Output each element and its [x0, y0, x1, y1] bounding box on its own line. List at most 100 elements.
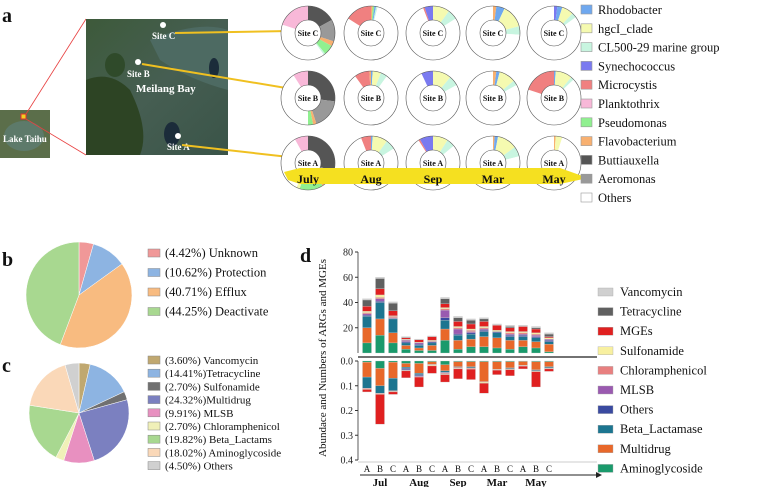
legend-swatch: [148, 382, 160, 390]
bar-segment-top-mlsb: [519, 334, 528, 335]
site-tick-label: C: [468, 464, 474, 474]
legend-label: Multidrug: [620, 442, 671, 456]
site-tick-label: C: [507, 464, 513, 474]
bar-segment-top-multidrug: [519, 340, 528, 346]
legend-swatch: [581, 155, 592, 164]
legend-label: (18.02%) Aminoglycoside: [165, 447, 281, 459]
donut-sep-site-b: Site B: [406, 71, 460, 125]
legend-label: (19.82%) Beta_Lactams: [165, 434, 272, 446]
bar-segment-top-aminoglycoside: [519, 347, 528, 353]
bar-segment-top-beta_lactamase: [493, 333, 502, 338]
bar-segment-top-mges: [532, 329, 541, 333]
bar-segment-top-mges: [441, 304, 450, 308]
bar-segment-bottom-others: [402, 368, 411, 369]
legend-label: (4.50%) Others: [165, 461, 233, 473]
bottom-tick-label: 0.0: [341, 357, 354, 368]
bar-segment-bottom-beta_lactamase: [363, 377, 372, 388]
bar-segment-bottom-mges: [480, 383, 489, 393]
bar-segment-top-mlsb: [415, 343, 424, 344]
bar-segment-top-aminoglycoside: [389, 343, 398, 353]
legend-swatch: [148, 356, 160, 364]
bar-segment-top-mges: [454, 321, 463, 326]
bar-segment-top-tetracycline: [376, 279, 385, 289]
legend-swatch: [148, 396, 160, 404]
legend-swatch: [148, 308, 160, 316]
bar-segment-top-vancomycin: [363, 299, 372, 300]
panel-label-b: b: [2, 249, 13, 271]
bar-segment-top-others: [519, 335, 528, 336]
bar-segment-top-sulfonamide: [467, 329, 476, 330]
bar-segment-top-multidrug: [389, 333, 398, 343]
legend-label: Microcystis: [598, 78, 657, 92]
bar-segment-top-aminoglycoside: [376, 335, 385, 353]
legend-label: MGEs: [620, 324, 653, 338]
legend-swatch: [148, 409, 160, 417]
top-tick-label: 40: [343, 298, 353, 309]
bar-segment-top-others: [363, 315, 372, 316]
bar-segment-bottom-multidrug: [532, 362, 541, 370]
bar-segment-top-vancomycin: [545, 333, 554, 334]
legend-swatch: [598, 308, 613, 316]
donut-site-label: Site A: [423, 159, 443, 168]
site-c-pin-icon: [160, 22, 166, 28]
bar-segment-top-mlsb: [376, 299, 385, 302]
bar-segment-top-beta_lactamase: [454, 335, 463, 340]
bar-segment-top-aminoglycoside: [415, 350, 424, 353]
site-tick-label: B: [494, 464, 500, 474]
donut-site-label: Site C: [483, 29, 504, 38]
bar-segment-top-multidrug: [363, 328, 372, 343]
bar-segment-bottom-mges: [545, 369, 554, 371]
bar-segment-top-aminoglycoside: [480, 347, 489, 353]
donut-site-label: Site B: [544, 94, 565, 103]
bar-segment-top-aminoglycoside: [467, 347, 476, 353]
bar-segment-top-mges: [402, 338, 411, 339]
bar-segment-top-aminoglycoside: [493, 348, 502, 353]
legend-swatch: [148, 422, 160, 430]
bar-segment-top-aminoglycoside: [363, 343, 372, 353]
bar-segment-top-multidrug: [402, 345, 411, 349]
site-a-map-label: Site A: [167, 142, 190, 152]
legend-label: hgcI_clade: [598, 22, 653, 36]
bar-segment-top-sulfonamide: [441, 308, 450, 309]
legend-label: Aminoglycoside: [620, 461, 703, 475]
bar-segment-top-beta_lactamase: [415, 345, 424, 348]
bar-segment-top-beta_lactamase: [389, 319, 398, 333]
legend-label: Pseudomonas: [598, 116, 667, 130]
bar-segment-top-others: [402, 342, 411, 343]
legend-label: Synechococcus: [598, 59, 675, 73]
legend-swatch: [148, 448, 160, 456]
donut-mar-site-c: Site C: [466, 6, 520, 60]
bar-segment-top-mlsb: [441, 310, 450, 318]
bar-segment-top-mlsb: [545, 339, 554, 340]
top-tick-label: 80: [343, 248, 353, 259]
bar-segment-top-sulfonamide: [480, 326, 489, 327]
bar-segment-top-sulfonamide: [363, 311, 372, 312]
bar-segment-top-multidrug: [441, 329, 450, 340]
y-axis-label: Abundace and Numbers of ARGs and MGEs: [317, 259, 329, 457]
bottom-tick-label: 0.1: [341, 381, 354, 392]
bottom-tick-label: 0.3: [341, 431, 354, 442]
bar-segment-top-vancomycin: [480, 318, 489, 319]
bar-segment-top-tetracycline: [532, 328, 541, 329]
bar-segment-top-mges: [428, 337, 437, 341]
bar-segment-top-mges: [467, 324, 476, 329]
bar-segment-bottom-aminoglycoside: [363, 361, 372, 362]
month-label: July: [297, 172, 319, 186]
legend-swatch: [598, 406, 613, 414]
bar-segment-top-others: [545, 340, 554, 341]
month-label: Aug: [360, 172, 381, 186]
donut-july-site-b: Site B: [281, 71, 335, 125]
legend-label: Buttiauxella: [598, 153, 660, 167]
legend-label: Rhodobacter: [598, 3, 663, 17]
site-tick-label: C: [390, 464, 396, 474]
donut-site-label: Site B: [361, 94, 382, 103]
bar-segment-bottom-aminoglycoside: [441, 361, 450, 365]
bar-segment-top-mges: [506, 328, 515, 332]
bar-segment-top-beta_lactamase: [480, 332, 489, 337]
site-a-pin-icon: [175, 133, 181, 139]
donut-site-label: Site B: [298, 94, 319, 103]
bar-segment-top-beta_lactamase: [376, 303, 385, 319]
bar-segment-top-vancomycin: [493, 324, 502, 325]
